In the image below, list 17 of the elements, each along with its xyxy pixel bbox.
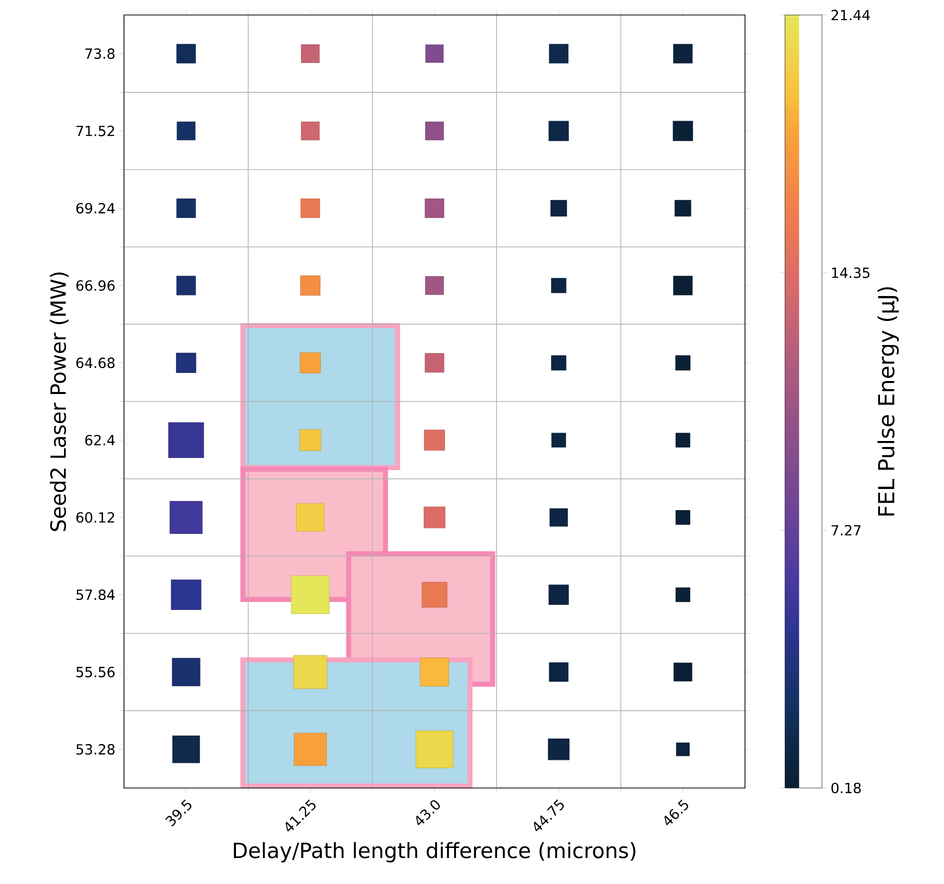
y-tick-label: 55.56 xyxy=(76,666,115,678)
y-tick-label: 64.68 xyxy=(76,358,115,368)
y-tick-label: 53.28 xyxy=(76,744,115,755)
color-bar-label: 21.44 xyxy=(832,10,870,20)
y-tick-label: 69.24 xyxy=(76,202,115,214)
y-tick-label: 62.4 xyxy=(85,434,115,446)
y-tick-label: 57.84 xyxy=(76,589,115,600)
y-tick-label: 71.52 xyxy=(76,126,114,136)
color-bar-title: FEL Pulse Energy (μJ) xyxy=(877,287,899,516)
y-tick-label: 60.12 xyxy=(76,512,114,523)
y-axis-title: Seed2 Laser Power (MW) xyxy=(50,272,69,531)
y-tick-label: 66.96 xyxy=(76,280,115,291)
color-bar-label: 7.27 xyxy=(832,525,861,536)
y-tick-label: 73.8 xyxy=(85,48,115,59)
x-axis-title: Delay/Path length difference (microns) xyxy=(234,842,636,862)
color-bar-label: 14.35 xyxy=(832,267,870,278)
color-bar-label: 0.18 xyxy=(831,782,861,794)
